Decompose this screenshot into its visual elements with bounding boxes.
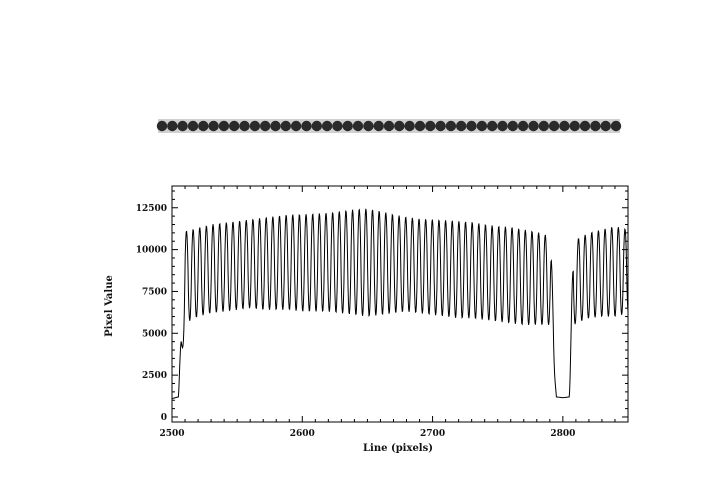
x-tick-label: 2500 bbox=[159, 429, 184, 439]
y-tick-label: 10000 bbox=[136, 246, 167, 256]
strip-spot bbox=[332, 120, 343, 132]
strip-spot bbox=[352, 120, 364, 132]
strip-spot bbox=[590, 120, 601, 132]
strip-spot bbox=[290, 120, 302, 132]
strip-spot bbox=[301, 120, 312, 132]
strip-spot bbox=[198, 120, 209, 132]
strip-spot bbox=[476, 120, 488, 132]
y-tick-label: 12500 bbox=[136, 204, 167, 214]
strip-spot bbox=[383, 120, 395, 132]
y-axis-ticks bbox=[172, 190, 628, 418]
y-tick-label: 0 bbox=[161, 413, 167, 423]
strip-spot bbox=[487, 120, 498, 132]
strip-spot bbox=[239, 120, 250, 132]
x-tick-label: 2700 bbox=[420, 429, 445, 439]
strip-spot bbox=[363, 120, 374, 132]
strip-spot bbox=[177, 120, 188, 132]
strip-spot bbox=[528, 120, 539, 132]
strip-spot bbox=[414, 120, 426, 132]
x-axis-ticks bbox=[171, 186, 629, 422]
x-tick-labels: 2500 2600 2700 2800 bbox=[159, 429, 575, 439]
chart: 2500 2600 2700 2800 0 2500 5000 7500 10000 12500… bbox=[104, 185, 629, 454]
strip-spot bbox=[167, 120, 178, 132]
x-tick-label: 2800 bbox=[550, 429, 575, 439]
strip-spot bbox=[280, 120, 291, 132]
image-strip bbox=[156, 119, 622, 133]
strip-spot bbox=[559, 120, 570, 132]
strip-spot bbox=[229, 120, 240, 132]
strip-spot bbox=[507, 120, 518, 132]
strip-spot bbox=[538, 120, 549, 132]
strip-spot bbox=[579, 120, 591, 132]
strip-spot bbox=[321, 120, 333, 132]
strip-spot bbox=[456, 120, 467, 132]
strip-spot bbox=[445, 120, 457, 132]
strip-spot bbox=[260, 120, 271, 132]
y-tick-labels: 0 2500 5000 7500 10000 12500 bbox=[136, 204, 167, 423]
strip-spot bbox=[208, 120, 219, 132]
strip-spot bbox=[435, 120, 446, 132]
strip-spot bbox=[249, 120, 261, 132]
strip-spot bbox=[311, 120, 322, 132]
y-tick-label: 5000 bbox=[142, 329, 167, 339]
strip-spot bbox=[270, 120, 281, 132]
strip-spot bbox=[425, 120, 436, 132]
strip-spot bbox=[497, 120, 508, 132]
y-tick-label: 2500 bbox=[142, 371, 167, 381]
image-strip-spots bbox=[156, 120, 622, 132]
strip-spot bbox=[187, 120, 199, 132]
strip-spot bbox=[610, 120, 622, 132]
series-line bbox=[171, 208, 629, 400]
y-tick-label: 7500 bbox=[142, 287, 167, 297]
strip-spot bbox=[517, 120, 529, 132]
x-tick-label: 2600 bbox=[290, 429, 315, 439]
strip-spot bbox=[600, 120, 611, 132]
x-axis-label: Line (pixels) bbox=[363, 443, 433, 454]
strip-spot bbox=[394, 120, 405, 132]
strip-spot bbox=[569, 120, 580, 132]
strip-spot bbox=[218, 120, 230, 132]
strip-spot bbox=[466, 120, 477, 132]
y-axis-label: Pixel Value bbox=[104, 275, 115, 337]
strip-spot bbox=[342, 120, 353, 132]
strip-spot bbox=[373, 120, 384, 132]
strip-spot bbox=[548, 120, 560, 132]
strip-spot bbox=[156, 120, 168, 132]
strip-spot bbox=[404, 120, 415, 132]
